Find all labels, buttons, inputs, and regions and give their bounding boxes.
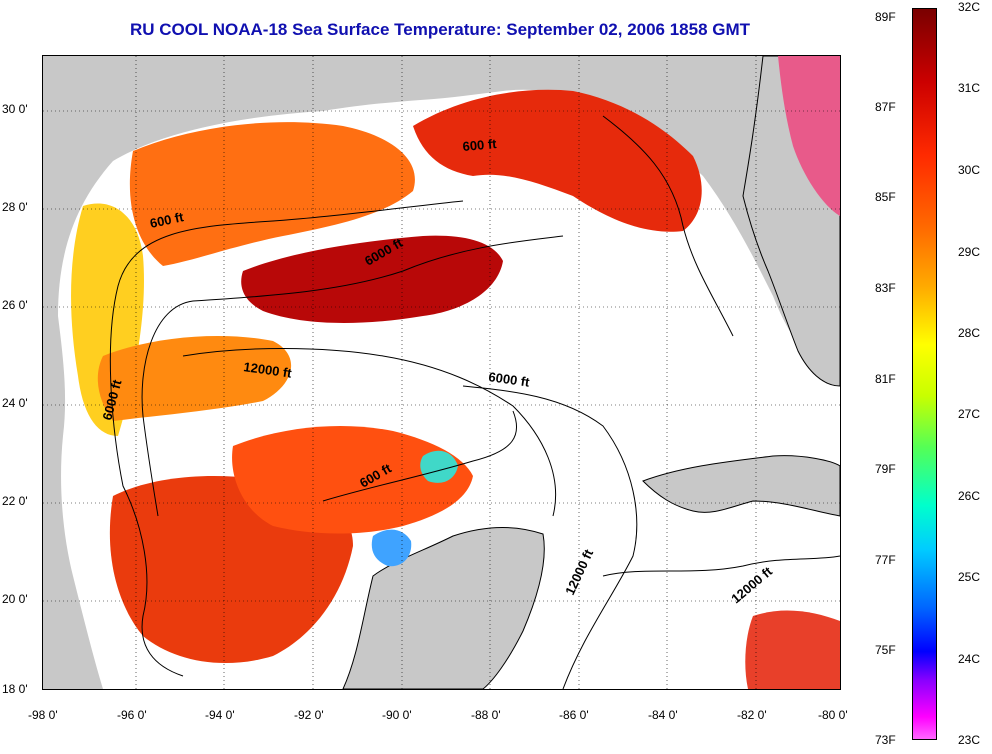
colorbar-celsius-label: 24C (958, 652, 981, 666)
sst-caribbean-patch (745, 610, 840, 689)
sst-orange-west (129, 122, 415, 266)
contour-label: 600 ft (462, 136, 498, 154)
lon-label: -86 0' (559, 708, 589, 722)
lat-label: 18 0' (2, 682, 28, 696)
colorbar-fahrenheit-label: 87F (875, 100, 896, 114)
colorbar-celsius-label: 25C (958, 570, 981, 584)
lat-label: 20 0' (2, 592, 28, 606)
colorbar-celsius-label: 27C (958, 407, 981, 421)
colorbar-celsius-label: 32C (958, 0, 981, 14)
bathymetry-contours (109, 115, 840, 689)
lon-label: -92 0' (294, 708, 324, 722)
contour-6000ft (141, 235, 564, 517)
contour-6000ft-east (462, 385, 638, 689)
sst-mixed-central (232, 426, 473, 534)
lon-label: -80 0' (818, 708, 848, 722)
colorbar-fahrenheit-label: 81F (875, 372, 896, 386)
cuba (642, 455, 840, 517)
lat-label: 26 0' (2, 298, 28, 312)
colorbar-fahrenheit-label: 75F (875, 643, 896, 657)
lon-label: -82 0' (737, 708, 767, 722)
colorbar-celsius-label: 26C (958, 489, 981, 503)
sst-florida-strip (778, 56, 840, 216)
contour-label: 600 ft (149, 209, 186, 231)
colorbar-fahrenheit-label: 79F (875, 462, 896, 476)
contour-600ft-west (109, 200, 464, 677)
colorbar-fahrenheit-label: 77F (875, 553, 896, 567)
sst-map: 600 ft 6000 ft 12000 ft 6000 ft 6000 ft … (42, 55, 841, 690)
sst-red-north (413, 89, 702, 232)
contour-12000ft (182, 348, 557, 517)
lon-label: -88 0' (471, 708, 501, 722)
contour-600ft-shelf (322, 410, 518, 502)
contour-label: 12000 ft (243, 359, 294, 381)
colorbar-celsius-label: 28C (958, 326, 981, 340)
sst-cyan-patch (420, 450, 458, 483)
lon-label: -84 0' (648, 708, 678, 722)
temperature-colorbar (912, 8, 937, 740)
lon-label: -90 0' (382, 708, 412, 722)
colorbar-celsius-label: 29C (958, 245, 981, 259)
lon-label: -98 0' (28, 708, 58, 722)
colorbar-fahrenheit-label: 83F (875, 281, 896, 295)
colorbar-celsius-label: 30C (958, 163, 981, 177)
lon-label: -94 0' (205, 708, 235, 722)
contour-600ft-florida (602, 115, 734, 337)
colorbar-fahrenheit-label: 89F (875, 10, 896, 24)
contour-12000ft-caribbean (602, 555, 840, 577)
colorbar-fahrenheit-label: 85F (875, 190, 896, 204)
contour-label: 6000 ft (488, 369, 532, 390)
yucatan (342, 527, 545, 689)
lat-label: 28 0' (2, 200, 28, 214)
lat-label: 24 0' (2, 396, 28, 410)
colorbar-fahrenheit-label: 73F (875, 733, 896, 747)
map-title: RU COOL NOAA-18 Sea Surface Temperature:… (129, 20, 751, 39)
lat-label: 22 0' (2, 494, 28, 508)
lat-label: 30 0' (2, 102, 28, 116)
colorbar-celsius-label: 23C (958, 733, 981, 747)
colorbar-celsius-label: 31C (958, 81, 981, 95)
lon-label: -96 0' (117, 708, 147, 722)
sst-cool-patch (371, 529, 412, 567)
